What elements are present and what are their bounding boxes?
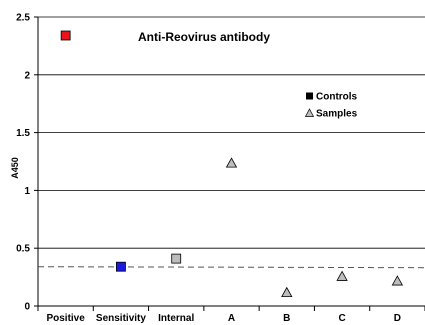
- x-tick-label: B: [283, 313, 290, 324]
- axes: [34, 16, 425, 311]
- data-points: [60, 30, 404, 298]
- sample-point: [391, 275, 404, 286]
- y-axis-title: A450: [10, 157, 20, 179]
- gridlines: [38, 16, 425, 249]
- control-point: [171, 253, 182, 264]
- y-tick-labels: 0 0.5 1 1.5 2 2.5: [16, 13, 30, 313]
- sample-point: [225, 157, 238, 168]
- sample-point: [336, 270, 348, 281]
- legend-swatch-samples: [304, 108, 315, 117]
- control-point: [116, 261, 126, 272]
- control-point: [60, 30, 71, 41]
- x-tick-label: Sensitivity: [96, 313, 146, 324]
- legend: Controls Samples: [304, 92, 358, 120]
- cutoff-line-group: [37, 266, 425, 269]
- y-tick-label: 2.5: [16, 13, 30, 24]
- y-tick-label: 0.5: [16, 244, 30, 255]
- x-tick-label: Positive: [46, 313, 85, 324]
- chart-title: Anti-Reovirus antibody: [138, 30, 270, 44]
- y-tick-label: 1.5: [16, 128, 30, 139]
- cutoff-line: [37, 266, 425, 269]
- x-tick-label: D: [394, 313, 401, 324]
- legend-label: Controls: [316, 92, 358, 103]
- legend-label: Samples: [316, 109, 358, 120]
- sample-point: [281, 286, 293, 298]
- x-tick-label: C: [338, 313, 345, 324]
- y-tick-label: 1: [24, 186, 30, 197]
- x-tick-labels: Positive Sensitivity Internal A B C D: [46, 313, 401, 324]
- legend-swatch-controls: [306, 92, 313, 100]
- x-tick-label: A: [228, 313, 235, 324]
- y-tick-label: 2: [24, 70, 30, 81]
- x-tick-label: Internal: [158, 313, 194, 324]
- y-tick-label: 0: [24, 302, 30, 313]
